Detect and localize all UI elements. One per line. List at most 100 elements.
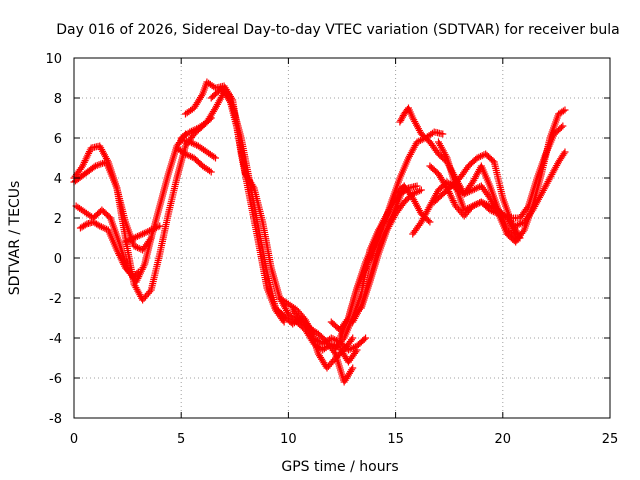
data-point: [144, 228, 152, 236]
data-point: [472, 184, 480, 192]
data-point: [121, 238, 129, 246]
y-tick-label: 10: [45, 52, 62, 67]
data-point: [221, 88, 229, 96]
data-point: [398, 115, 406, 123]
data-point: [462, 205, 470, 213]
data-point: [133, 244, 141, 252]
data-point: [133, 269, 141, 277]
data-point: [349, 364, 357, 372]
data-point: [127, 236, 135, 244]
series-track-13: [289, 306, 357, 386]
data-point: [397, 116, 405, 124]
data-point: [362, 334, 370, 342]
y-tick-label: 4: [54, 172, 62, 187]
series-track-23: [434, 138, 520, 238]
series-track-26: [512, 148, 569, 230]
data-point: [484, 201, 492, 209]
data-point: [137, 245, 145, 253]
data-point: [156, 222, 164, 230]
data-point: [491, 204, 499, 212]
data-point: [414, 188, 422, 196]
tick-layer: 0 5 10 15 20 25 -8 -6 -4 -2 0 2 4 6 8 10: [45, 52, 618, 447]
data-point: [559, 122, 567, 130]
data-point: [130, 234, 138, 242]
data-point: [99, 224, 107, 232]
data-point: [183, 151, 191, 159]
x-tick-label: 0: [70, 432, 78, 447]
data-point: [152, 224, 160, 232]
data-point: [398, 113, 406, 121]
data-point: [135, 232, 143, 240]
x-tick-label: 15: [387, 432, 404, 447]
data-point: [207, 168, 215, 176]
data-point: [475, 153, 483, 161]
x-axis-title: GPS time / hours: [281, 459, 398, 475]
data-point: [101, 224, 109, 232]
data-point: [479, 199, 487, 207]
data-point: [415, 137, 423, 145]
plot-frame: [73, 57, 611, 419]
y-tick-label: -4: [49, 332, 62, 347]
data-point: [413, 138, 421, 146]
data-point: [476, 183, 484, 191]
data-point: [474, 200, 482, 208]
data-point: [347, 336, 355, 344]
data-point: [185, 152, 193, 160]
data-point: [412, 188, 420, 196]
series-track-5: [121, 222, 164, 246]
data-point: [467, 203, 475, 211]
data-point: [360, 335, 368, 343]
y-tick-label: 0: [54, 252, 62, 267]
data-point: [515, 220, 523, 228]
x-tick-label: 25: [602, 432, 619, 447]
data-point: [416, 136, 424, 144]
data-point: [128, 235, 136, 243]
data-point: [216, 86, 224, 94]
data-point: [473, 154, 481, 162]
data-point: [523, 204, 531, 212]
data-point: [191, 140, 199, 148]
data-point: [186, 128, 194, 136]
data-point: [488, 203, 496, 211]
y-tick-label: 8: [54, 92, 62, 107]
series-track-6: [173, 144, 215, 176]
data-point: [561, 148, 569, 156]
data-point: [218, 87, 226, 95]
x-tick-label: 20: [495, 432, 512, 447]
data-point: [206, 167, 214, 175]
data-point: [346, 345, 354, 353]
data-point: [560, 150, 568, 158]
data-point: [416, 187, 424, 195]
data-point: [350, 344, 358, 352]
data-point: [133, 232, 141, 240]
data-point: [424, 217, 432, 225]
data-point: [191, 126, 199, 134]
y-tick-label: -2: [49, 292, 62, 307]
data-point: [145, 227, 153, 235]
data-point: [486, 202, 494, 210]
data-point: [348, 344, 356, 352]
data-point: [426, 218, 434, 226]
data-point: [146, 288, 154, 296]
data-point: [147, 234, 155, 242]
data-point: [140, 229, 148, 237]
data-point: [97, 223, 105, 231]
data-point: [559, 107, 567, 115]
data-point: [147, 226, 155, 234]
data-point: [186, 138, 194, 146]
data-point: [557, 123, 565, 131]
data-point: [134, 268, 142, 276]
series-track-4: [76, 218, 142, 280]
data-point: [477, 152, 485, 160]
data-point: [344, 346, 352, 354]
y-tick-label: -8: [49, 412, 62, 427]
data-point: [396, 118, 404, 126]
data-point: [154, 223, 162, 231]
data-point: [400, 182, 408, 190]
data-point: [77, 164, 85, 172]
data-point: [472, 200, 480, 208]
points-layer: [70, 78, 569, 386]
data-point: [517, 220, 525, 228]
data-point: [464, 204, 472, 212]
